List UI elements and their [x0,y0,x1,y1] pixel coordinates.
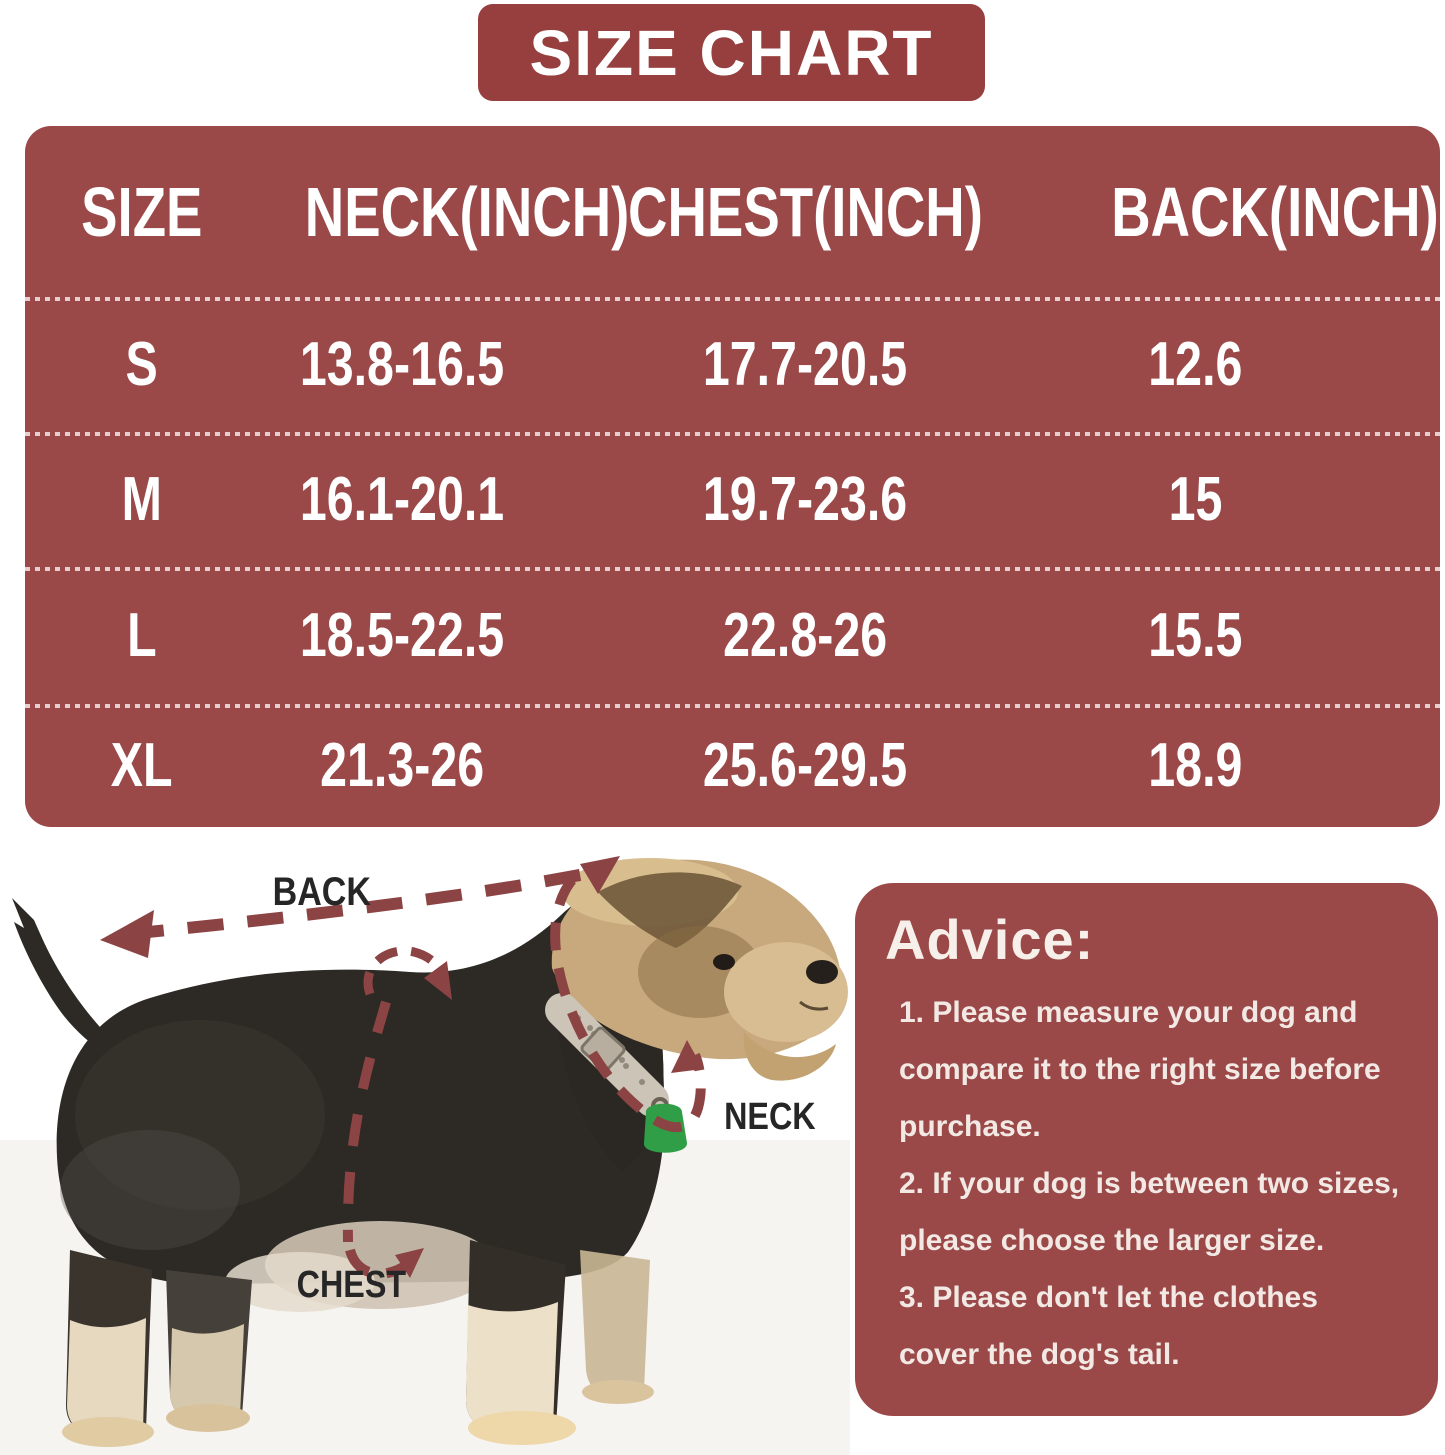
row-divider [25,432,1440,436]
withers-loop [363,946,448,996]
dog-muzzle [724,942,848,1042]
back-arrow-line [127,868,587,940]
dog-beard [743,1032,836,1081]
advice-item: 1. Please measure your dog and compare i… [899,996,1381,1143]
cell-chest: 17.7-20.5 [702,330,908,399]
size-chart-badge: SIZE CHART [478,4,985,101]
header-cell-size: SIZE [81,172,203,251]
table-header-row: SIZE NECK(INCH) CHEST(INCH) BACK(INCH) [25,126,1439,297]
row-divider [25,704,1440,708]
dog-front-leg [580,1250,650,1397]
withers-arrowhead [424,961,452,1000]
cell-back: 12.6 [1147,330,1243,399]
neck-arrowhead [671,1040,703,1073]
cell-size: XL [111,731,173,800]
cell-neck: 21.3-26 [319,731,485,800]
cell-chest: 25.6-29.5 [702,731,908,800]
row-divider [25,567,1440,571]
table-row-s: S 13.8-16.5 17.7-20.5 12.6 [25,297,1325,432]
dog-paw [166,1404,250,1432]
cell-chest: 22.8-26 [722,601,888,670]
back-arrowhead-right [580,856,620,894]
table-row-xl: XL 21.3-26 25.6-29.5 18.9 [25,704,1325,827]
dog-back-leg-lower [170,1324,244,1423]
advice-title: Advice: [885,908,1095,971]
dog-mouth [799,1000,829,1011]
fur-highlight [60,1130,240,1250]
cell-size: S [125,330,159,399]
chest-arrowhead [395,1248,424,1278]
cell-neck: 16.1-20.1 [299,465,505,534]
arrowheads [100,856,703,1278]
back-label: BACK [272,870,372,914]
cell-back: 18.9 [1147,731,1243,800]
fur-highlight [75,1020,325,1210]
dog-ear [598,872,742,948]
chest-line [342,1000,391,1243]
dog-photo-diagram [0,856,850,1455]
advice-items: 1. Please measure your dog and compare i… [899,984,1404,1383]
advice-box: Advice: 1. Please measure your dog and c… [855,883,1438,1416]
table-row-l: L 18.5-22.5 22.8-26 15.5 [25,567,1325,704]
size-chart-title: SIZE CHART [529,16,934,89]
neck-label: NECK [724,1096,816,1138]
cell-neck: 13.8-16.5 [299,330,505,399]
table-row-m: M 16.1-20.1 19.7-23.6 15 [25,432,1325,567]
advice-item: 2. If your dog is between two sizes, ple… [899,1167,1400,1257]
neck-loop [550,876,706,1133]
cell-back: 15.5 [1147,601,1243,670]
size-table: SIZE NECK(INCH) CHEST(INCH) BACK(INCH) S… [25,126,1440,827]
row-divider [25,297,1440,301]
cell-chest: 19.7-23.6 [702,465,908,534]
cell-back: 15 [1168,465,1222,534]
cell-neck: 18.5-22.5 [299,601,505,670]
dog-tail [12,898,112,1054]
chest-bottom-arc [345,1248,411,1279]
chest-label: CHEST [296,1264,406,1306]
dog-eye [713,954,735,970]
measurement-arrows [127,868,706,1279]
belly-fur [225,1252,375,1312]
dog-paw [582,1380,654,1404]
header-cell-neck: NECK(INCH) [304,172,630,251]
header-cell-chest: CHEST(INCH) [627,172,983,251]
header-cell-back: BACK(INCH) [1111,172,1439,251]
advice-item: 3. Please don't let the clothes cover th… [899,1281,1318,1371]
dog-paw [468,1411,576,1445]
back-arrowhead-left [100,910,154,958]
cell-size: L [127,601,157,670]
dog-paw [62,1417,154,1447]
dog-nose [806,960,838,984]
dog-back-leg-lower [67,1318,146,1437]
dog-front-leg-lower [466,1302,558,1433]
cell-size: M [121,465,163,534]
